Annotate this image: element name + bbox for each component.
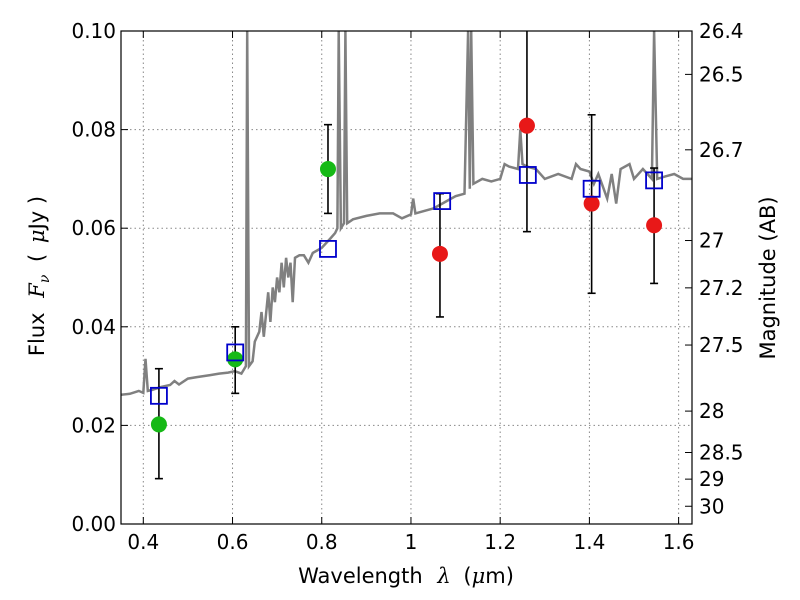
points-layer [150,31,663,480]
y2-tick-label: 27 [699,229,724,253]
y-axis-label-unit-mu: μ [25,229,49,243]
y2-tick-label: 30 [699,494,724,518]
y-tick-label: 0.10 [71,19,116,43]
y-axis-label-unit-rest: Jy ) [25,196,49,232]
y2-tick-label: 28 [699,399,724,423]
y2-tick-label: 26.7 [699,138,744,162]
model-point [150,386,168,405]
x-tick-label: 1.2 [484,530,516,554]
y-axis-label-subscript: ν [37,274,53,283]
model-point [518,166,537,184]
y2-tick-label: 27.5 [699,333,744,357]
plot-frame [120,30,693,525]
x-axis-label-unit-mu: μ [472,564,486,588]
observed-point [518,117,535,134]
spectrum-line [121,31,692,397]
model-point [226,343,245,362]
y-tick-label: 0.06 [71,216,116,240]
y-tick-label: 0.02 [71,413,116,437]
y-axis-label: Flux Fν ( μJy ) [25,196,54,356]
y2-tick-label: 29 [699,467,724,491]
spectrum-layer [121,31,692,397]
observed-point [150,416,167,433]
x-axis-label: Wavelength λ (μm) [298,564,514,588]
model-point [645,171,663,190]
x-axis-label-unit-open: ( [463,564,471,588]
y2-axis-label: Magnitude (AB) [756,196,780,359]
x-axis-label-unit-rest: m) [485,564,514,588]
observed-point [431,245,448,262]
axes: 0.4 0.6 0.8 1 1.2 1.4 1.6 0.00 0.02 0.04 0.06 0.08 0… [71,19,743,554]
y-axis-label-symbol: F [25,282,49,299]
y-tick-label: 0.08 [71,118,116,142]
grid [121,30,692,525]
y-axis-label-text: Flux [25,312,49,356]
y-tick-label: 0.00 [71,512,116,536]
observed-point [227,351,244,368]
x-axis-label-text: Wavelength [298,564,423,588]
y2-tick-label: 26.5 [699,62,744,86]
model-point [582,179,601,198]
y-axis-label-unit-open: ( [25,254,49,262]
x-tick-label: 1.4 [573,530,605,554]
x-tick-label: 0.4 [127,530,159,554]
observed-point [583,195,600,212]
y2-tick-label: 26.4 [699,19,744,43]
y2-tick-label: 27.2 [699,276,744,300]
model-point [319,240,337,258]
observed-point [319,161,336,178]
x-tick-label: 0.8 [306,530,338,554]
y-tick-label: 0.04 [71,315,116,339]
x-axis-label-symbol: λ [436,564,450,588]
model-point [433,192,452,210]
x-tick-label: 0.6 [217,530,249,554]
observed-point [646,217,663,234]
y2-tick-label: 28.5 [699,441,744,465]
x-tick-label: 1 [405,530,418,554]
x-tick-label: 1.6 [663,530,695,554]
